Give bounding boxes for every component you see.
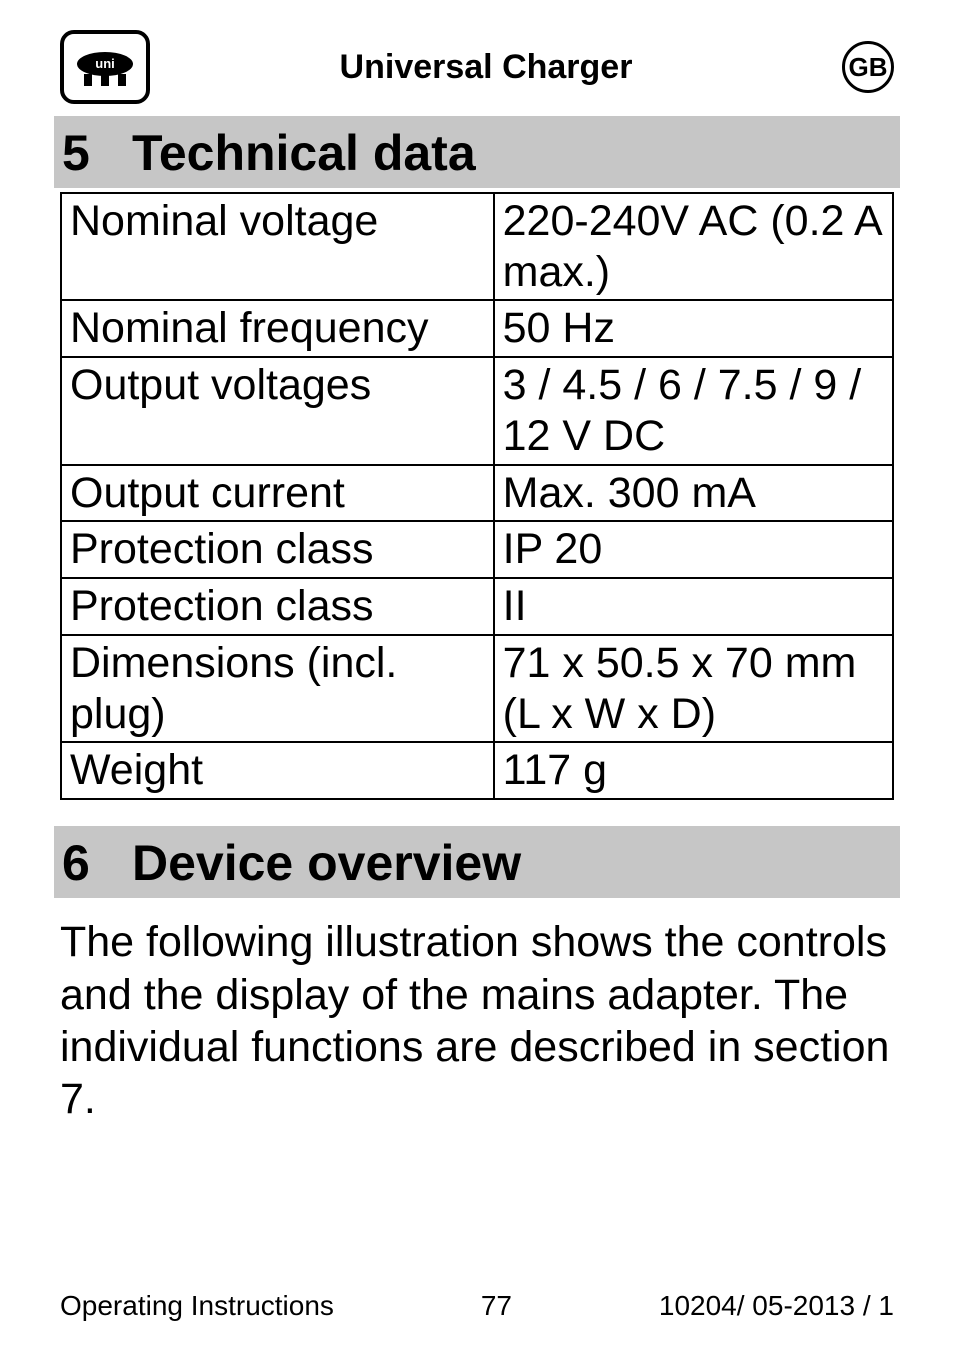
section-number: 6 xyxy=(62,834,132,892)
section-number: 5 xyxy=(62,124,132,182)
page-header: uni Universal Charger GB xyxy=(60,30,894,104)
spec-label: Nominal frequency xyxy=(61,300,494,357)
spec-value: 50 Hz xyxy=(494,300,893,357)
technical-data-table: Nominal voltage 220-240V AC (0.2 A max.)… xyxy=(60,192,894,800)
table-row: Protection class II xyxy=(61,578,893,635)
spec-value: 117 g xyxy=(494,742,893,799)
table-row: Output voltages 3 / 4.5 / 6 / 7.5 / 9 / … xyxy=(61,357,893,464)
table-row: Nominal voltage 220-240V AC (0.2 A max.) xyxy=(61,193,893,300)
table-row: Weight 117 g xyxy=(61,742,893,799)
spec-label: Protection class xyxy=(61,578,494,635)
spec-value: Max. 300 mA xyxy=(494,465,893,522)
spec-value: IP 20 xyxy=(494,521,893,578)
table-row: Output current Max. 300 mA xyxy=(61,465,893,522)
footer-left: Operating Instructions xyxy=(60,1290,334,1322)
page-footer: Operating Instructions 77 10204/ 05-2013… xyxy=(60,1290,894,1322)
table-row: Dimensions (incl. plug) 71 x 50.5 x 70 m… xyxy=(61,635,893,742)
spec-label: Dimensions (incl. plug) xyxy=(61,635,494,742)
page-title: Universal Charger xyxy=(130,48,842,87)
svg-text:uni: uni xyxy=(95,56,115,71)
footer-page-number: 77 xyxy=(481,1290,512,1322)
spec-label: Nominal voltage xyxy=(61,193,494,300)
table-row: Nominal frequency 50 Hz xyxy=(61,300,893,357)
section-title: Device overview xyxy=(132,835,521,891)
brand-logo: uni xyxy=(60,30,150,104)
spec-label: Output voltages xyxy=(61,357,494,464)
section-6-paragraph: The following illustration shows the con… xyxy=(60,916,894,1126)
section-6-heading: 6Device overview xyxy=(54,826,900,898)
language-badge: GB xyxy=(842,41,894,93)
section-title: Technical data xyxy=(132,125,476,181)
spec-label: Weight xyxy=(61,742,494,799)
spec-label: Output current xyxy=(61,465,494,522)
section-5-heading: 5Technical data xyxy=(54,116,900,188)
spec-value: 220-240V AC (0.2 A max.) xyxy=(494,193,893,300)
spec-value: II xyxy=(494,578,893,635)
spec-value: 71 x 50.5 x 70 mm (L x W x D) xyxy=(494,635,893,742)
footer-right: 10204/ 05-2013 / 1 xyxy=(659,1290,894,1322)
spec-value: 3 / 4.5 / 6 / 7.5 / 9 / 12 V DC xyxy=(494,357,893,464)
table-row: Protection class IP 20 xyxy=(61,521,893,578)
spec-label: Protection class xyxy=(61,521,494,578)
plug-icon: uni xyxy=(70,44,140,90)
